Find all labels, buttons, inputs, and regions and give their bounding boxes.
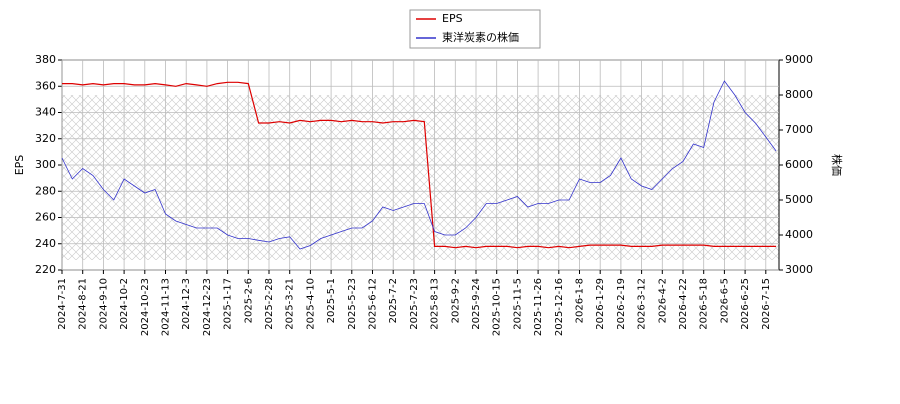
y2-tick-label: 8000	[785, 88, 813, 101]
x-tick-label: 2024-10-23	[140, 278, 151, 336]
x-tick-label: 2025-10-15	[492, 278, 503, 336]
x-tick-label: 2026-6-5	[719, 278, 730, 323]
y2-tick-label: 3000	[785, 263, 813, 276]
x-tick-label: 2025-6-12	[368, 278, 379, 330]
x-tick-label: 2024-11-13	[161, 278, 172, 336]
x-tick-label: 2026-2-19	[616, 278, 627, 330]
x-tick-label: 2025-9-2	[450, 278, 461, 323]
x-tick-label: 2024-9-10	[98, 278, 109, 330]
y-tick-label: 240	[35, 237, 56, 250]
x-tick-label: 2025-8-13	[430, 278, 441, 330]
series-line	[62, 81, 777, 249]
x-tick-label: 2025-3-21	[285, 278, 296, 330]
x-tick-label: 2026-1-8	[575, 278, 586, 323]
x-tick-label: 2025-11-5	[512, 278, 523, 330]
y-tick-label: 340	[35, 106, 56, 119]
x-tick-label: 2024-8-21	[78, 278, 89, 330]
x-tick-label: 2025-2-6	[243, 278, 254, 323]
y2-tick-label: 4000	[785, 228, 813, 241]
x-tick-label: 2026-1-29	[595, 278, 606, 330]
y2-tick-label: 5000	[785, 193, 813, 206]
x-tick-label: 2026-5-18	[699, 278, 710, 330]
x-tick-label: 2025-5-23	[347, 278, 358, 330]
x-tick-label: 2025-4-10	[305, 278, 316, 330]
x-tick-label: 2026-4-22	[678, 278, 689, 330]
y2-tick-label: 9000	[785, 53, 813, 66]
y-tick-label: 360	[35, 79, 56, 92]
y2-tick-label: 7000	[785, 123, 813, 136]
legend-label: 東洋炭素の株価	[442, 30, 519, 44]
hatch-background	[62, 95, 779, 260]
y-tick-label: 300	[35, 158, 56, 171]
y-tick-label: 280	[35, 184, 56, 197]
y-tick-label: 380	[35, 53, 56, 66]
x-tick-label: 2025-1-17	[223, 278, 234, 330]
x-tick-label: 2024-7-31	[57, 278, 68, 330]
y-tick-label: 260	[35, 211, 56, 224]
x-tick-label: 2025-7-23	[409, 278, 420, 330]
x-tick-label: 2024-10-2	[119, 278, 130, 330]
x-tick-label: 2025-9-24	[471, 278, 482, 330]
y2-tick-label: 6000	[785, 158, 813, 171]
x-tick-label: 2025-5-1	[326, 278, 337, 323]
x-tick-label: 2025-2-28	[264, 278, 275, 330]
y2-axis-label: 株価	[830, 154, 844, 176]
x-tick-label: 2026-6-25	[740, 278, 751, 330]
x-tick-label: 2026-4-2	[657, 278, 668, 323]
x-tick-label: 2024-12-23	[202, 278, 213, 336]
y-tick-label: 220	[35, 263, 56, 276]
x-tick-label: 2024-12-3	[181, 278, 192, 330]
x-tick-label: 2025-12-16	[554, 278, 565, 336]
y-tick-label: 320	[35, 132, 56, 145]
x-tick-label: 2026-7-15	[761, 278, 772, 330]
y-axis-label: EPS	[13, 155, 26, 176]
series-line	[61, 80, 777, 250]
x-tick-label: 2026-3-12	[637, 278, 648, 330]
x-tick-label: 2025-11-26	[533, 278, 544, 336]
legend-label: EPS	[442, 12, 463, 25]
x-tick-label: 2025-7-2	[388, 278, 399, 323]
legend-box	[409, 9, 541, 49]
